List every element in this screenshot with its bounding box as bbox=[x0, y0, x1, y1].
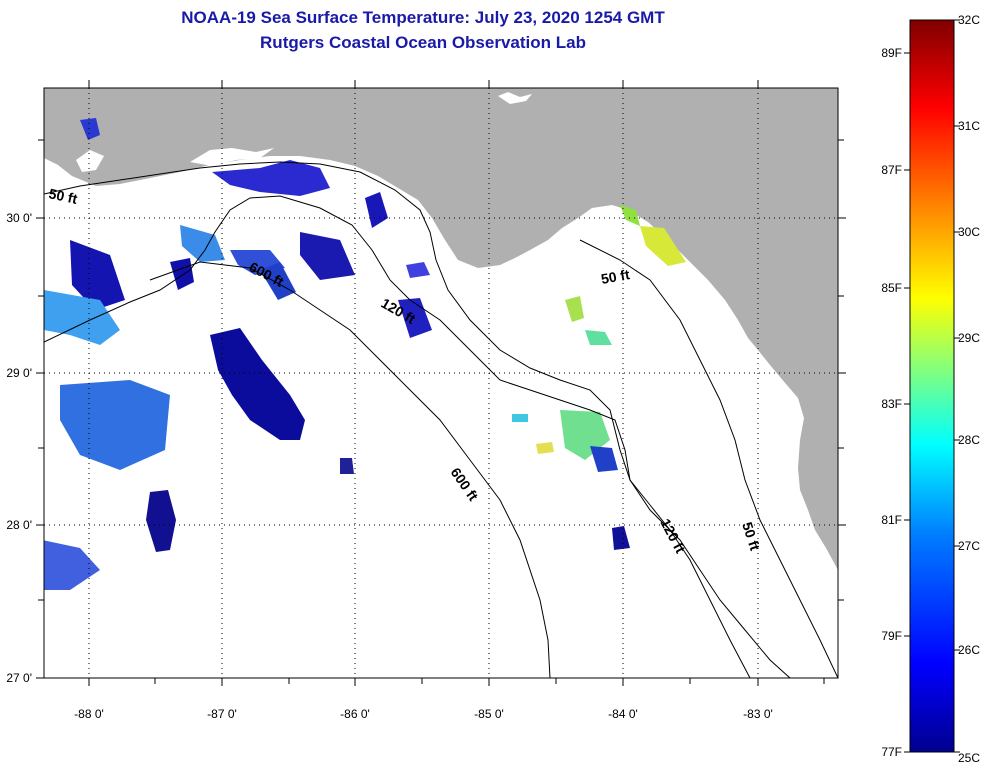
colorbar-celsius-label: 28C bbox=[958, 433, 980, 447]
map-frame bbox=[43, 87, 839, 679]
graticule bbox=[44, 88, 838, 678]
lon-tick-label: -84 0' bbox=[608, 707, 638, 721]
contour-120ft bbox=[44, 195, 751, 678]
lon-tick-label: -87 0' bbox=[207, 707, 237, 721]
colorbar-fahrenheit-label: 81F bbox=[881, 513, 902, 527]
bay bbox=[498, 92, 532, 104]
colorbar-fahrenheit-label: 77F bbox=[881, 745, 902, 759]
colorbar-celsius-label: 30C bbox=[958, 225, 980, 239]
lat-tick-label: 29 0' bbox=[6, 366, 32, 380]
colorbar-celsius-label: 25C bbox=[958, 751, 980, 765]
map-subtitle: Rutgers Coastal Ocean Observation Lab bbox=[260, 33, 586, 52]
colorbar-gradient bbox=[909, 19, 955, 753]
colorbar-fahrenheit-label: 79F bbox=[881, 629, 902, 643]
colorbar-fahrenheit-label: 83F bbox=[881, 397, 902, 411]
map-title: NOAA-19 Sea Surface Temperature: July 23… bbox=[181, 8, 665, 27]
lon-tick-label: -85 0' bbox=[474, 707, 504, 721]
depth-contours bbox=[44, 161, 838, 678]
colorbar-fahrenheit-label: 87F bbox=[881, 163, 902, 177]
contour-50ft-east bbox=[579, 239, 838, 678]
colorbar-fahrenheit-label: 89F bbox=[881, 46, 902, 60]
colorbar-celsius-label: 26C bbox=[958, 643, 980, 657]
contour-600ft bbox=[149, 261, 551, 678]
contour-label: 50 ft bbox=[600, 266, 631, 287]
colorbar-fahrenheit-label: 85F bbox=[881, 281, 902, 295]
colorbar: 32C 31C 30C 29C 28C 27C 26C 25C 89F 87F … bbox=[881, 13, 980, 765]
lon-tick-label: -88 0' bbox=[74, 707, 104, 721]
lat-tick-label: 30 0' bbox=[6, 211, 32, 225]
latitude-labels: 30 0' 29 0' 28 0' 27 0' bbox=[6, 211, 32, 685]
contour-50ft bbox=[44, 161, 791, 678]
bay bbox=[190, 148, 274, 166]
contour-label: 50 ft bbox=[47, 185, 79, 207]
tick-marks bbox=[36, 80, 846, 686]
colorbar-celsius-label: 31C bbox=[958, 119, 980, 133]
colorbar-celsius-label: 29C bbox=[958, 331, 980, 345]
lat-tick-label: 28 0' bbox=[6, 518, 32, 532]
sst-patches bbox=[44, 118, 630, 590]
lat-tick-label: 27 0' bbox=[6, 671, 32, 685]
bay bbox=[76, 150, 104, 172]
lon-tick-label: -83 0' bbox=[743, 707, 773, 721]
land-mass bbox=[44, 88, 838, 570]
sst-warm-patches bbox=[512, 205, 686, 472]
colorbar-celsius-label: 27C bbox=[958, 539, 980, 553]
lon-tick-label: -86 0' bbox=[340, 707, 370, 721]
colorbar-celsius-label: 32C bbox=[958, 13, 980, 27]
longitude-labels: -88 0' -87 0' -86 0' -85 0' -84 0' -83 0… bbox=[74, 707, 773, 721]
